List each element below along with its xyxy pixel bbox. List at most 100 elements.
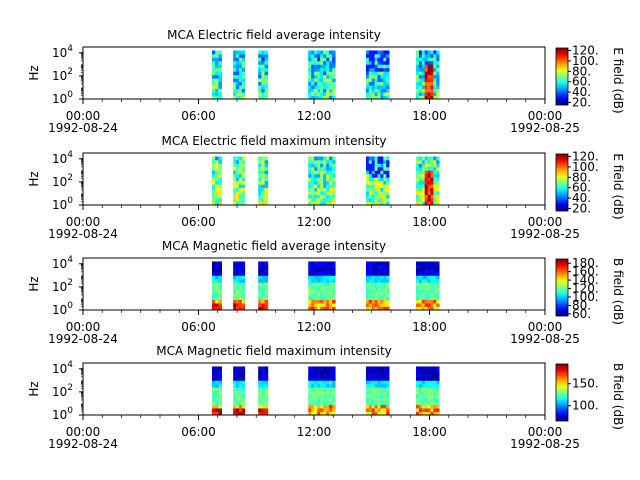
heatmap-cell xyxy=(332,369,336,374)
heatmap-cell xyxy=(323,180,327,185)
heatmap-cell xyxy=(377,156,381,161)
heatmap-cell xyxy=(371,50,376,55)
heatmap-cell xyxy=(371,71,376,76)
heatmap-cell xyxy=(386,85,390,89)
heatmap-cell xyxy=(416,404,420,409)
heatmap-cell xyxy=(433,296,437,300)
colorbar-tick-label: 120. xyxy=(572,150,599,164)
heatmap-cell xyxy=(368,404,373,409)
heatmap-cell xyxy=(418,191,423,195)
heatmap-cell xyxy=(416,166,420,171)
heatmap-cell xyxy=(264,275,269,280)
heatmap-cell xyxy=(365,191,370,195)
heatmap-cell xyxy=(241,271,246,276)
heatmap-cell xyxy=(317,380,321,385)
x-tick-label: 06:00 xyxy=(181,320,216,334)
heatmap-cell xyxy=(238,71,243,76)
data-segment xyxy=(365,261,390,311)
heatmap-cell xyxy=(430,376,434,381)
heatmap-cell xyxy=(311,369,315,374)
heatmap-cell xyxy=(236,299,240,304)
heatmap-cell xyxy=(383,303,387,307)
heatmap-cell xyxy=(332,92,336,96)
heatmap-cell xyxy=(241,411,246,416)
heatmap-cell xyxy=(418,85,423,89)
heatmap-cell xyxy=(215,180,219,185)
heatmap-cell xyxy=(238,85,243,89)
heatmap-cell xyxy=(238,92,243,96)
heatmap-cell xyxy=(238,268,243,273)
heatmap-cell xyxy=(233,163,237,168)
heatmap-cell xyxy=(326,282,330,287)
heatmap-cell xyxy=(320,177,324,182)
heatmap-cell xyxy=(383,198,387,202)
heatmap-cell xyxy=(264,57,269,62)
heatmap-cell xyxy=(211,156,216,161)
heatmap-cell xyxy=(329,201,333,206)
heatmap-cell xyxy=(238,191,243,195)
heatmap-cell xyxy=(433,369,437,374)
heatmap-cell xyxy=(416,268,420,273)
heatmap-cell xyxy=(258,53,262,58)
heatmap-cell xyxy=(433,303,437,307)
heatmap-cell xyxy=(371,184,376,189)
heatmap-cell xyxy=(323,285,327,290)
heatmap-cell xyxy=(421,198,426,202)
heatmap-cell xyxy=(427,275,431,280)
heatmap-cell xyxy=(233,74,237,79)
heatmap-cell xyxy=(311,53,315,58)
heatmap-cell xyxy=(320,411,324,416)
heatmap-cell xyxy=(374,268,378,273)
heatmap-cell xyxy=(241,366,246,371)
heatmap-cell xyxy=(236,408,240,412)
heatmap-cell xyxy=(258,74,262,79)
heatmap-cell xyxy=(320,394,324,399)
heatmap-cell xyxy=(430,180,434,185)
heatmap-cell xyxy=(238,275,243,280)
heatmap-cell xyxy=(383,201,387,206)
heatmap-cell xyxy=(320,390,324,395)
y-tick-label: 104 xyxy=(52,150,73,166)
heatmap-cell xyxy=(241,166,246,171)
heatmap-cell xyxy=(421,282,426,287)
heatmap-cell xyxy=(326,85,330,89)
heatmap-cell xyxy=(377,387,381,392)
heatmap-cell xyxy=(317,394,321,399)
heatmap-cell xyxy=(365,373,370,378)
heatmap-cell xyxy=(368,53,373,58)
heatmap-cell xyxy=(258,373,262,378)
heatmap-cell xyxy=(380,275,384,280)
heatmap-cell xyxy=(317,264,321,269)
heatmap-cell xyxy=(386,394,390,399)
heatmap-cell xyxy=(314,397,318,402)
heatmap-cell xyxy=(380,64,384,69)
heatmap-cell xyxy=(311,159,315,164)
heatmap-cell xyxy=(380,166,384,171)
heatmap-cell xyxy=(211,299,216,304)
heatmap-cell xyxy=(386,282,390,287)
heatmap-cell xyxy=(308,261,312,266)
heatmap-cell xyxy=(308,85,312,89)
heatmap-cell xyxy=(258,411,262,416)
heatmap-cell xyxy=(386,268,390,273)
heatmap-cell xyxy=(365,173,370,178)
heatmap-cell xyxy=(368,278,373,283)
heatmap-cell xyxy=(320,404,324,409)
heatmap-cell xyxy=(332,159,336,164)
heatmap-cell xyxy=(430,369,434,374)
heatmap-cell xyxy=(380,180,384,185)
heatmap-cell xyxy=(380,383,384,388)
heatmap-cell xyxy=(211,50,216,55)
heatmap-cell xyxy=(308,57,312,62)
heatmap-cell xyxy=(374,166,378,171)
heatmap-cell xyxy=(427,194,431,199)
heatmap-cell xyxy=(424,74,428,79)
heatmap-cell xyxy=(421,299,426,304)
heatmap-cell xyxy=(418,53,423,58)
heatmap-cell xyxy=(416,408,420,412)
heatmap-cell xyxy=(386,88,390,93)
heatmap-cell xyxy=(311,85,315,89)
heatmap-cell xyxy=(386,303,390,307)
heatmap-cell xyxy=(418,264,423,269)
heatmap-cell xyxy=(427,306,431,311)
